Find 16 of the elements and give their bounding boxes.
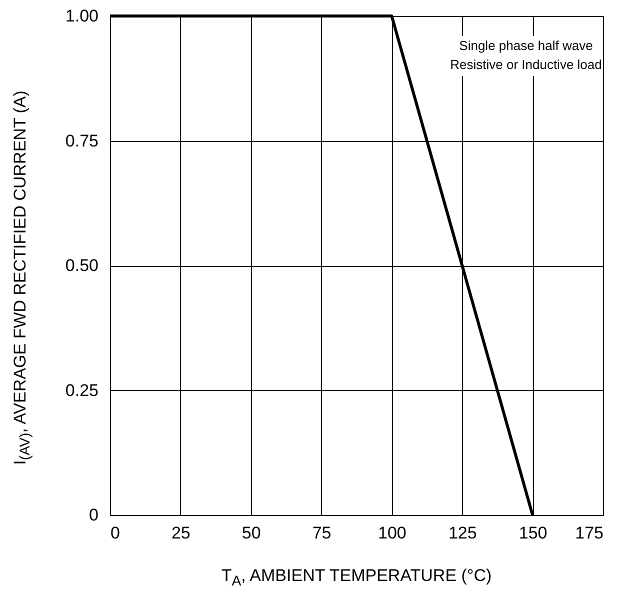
x-tick-label: 175	[575, 524, 604, 542]
x-tick-label: 50	[242, 524, 261, 542]
y-tick-label: 0.75	[65, 131, 98, 150]
annotation: Single phase half wave	[459, 38, 593, 53]
x-tick-label: 150	[518, 524, 548, 542]
y-tick-label: 0.50	[65, 256, 98, 275]
x-tick-label: 75	[312, 524, 332, 542]
x-tick-label: 0	[110, 524, 120, 542]
x-axis-title: T$_{A}$, AMBIENT TEMPERATURE (°C)	[220, 566, 493, 590]
annotation: Resistive or Inductive load	[450, 57, 602, 72]
x-tick-label: 100	[378, 524, 406, 542]
y-tick-label: 1.00	[65, 6, 98, 26]
y-tick-label: 0.25	[65, 380, 98, 400]
x-tick-label: 25	[171, 524, 190, 542]
y-tick-label: 0	[89, 506, 98, 524]
x-tick-label: 125	[448, 524, 477, 542]
